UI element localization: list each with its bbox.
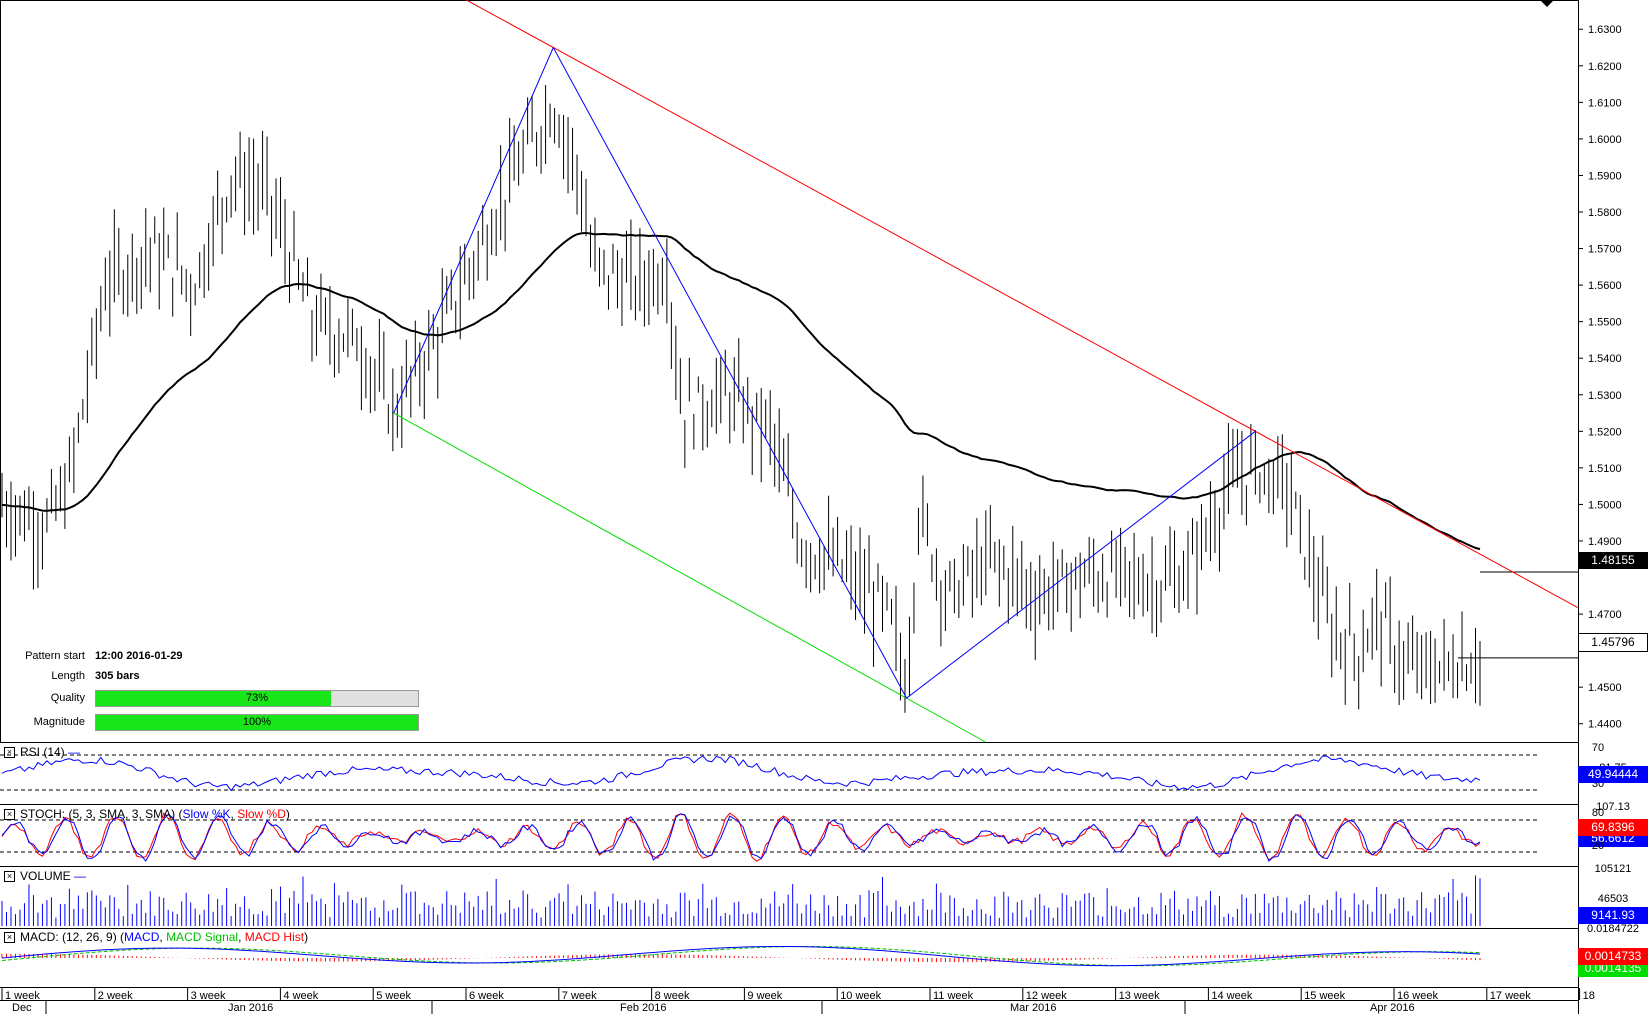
macd-histogram [1, 953, 1481, 963]
rsi-close-icon[interactable]: × [4, 747, 15, 758]
price-tick-label: 1.5400 [1588, 353, 1622, 365]
week-label: 6 week [469, 990, 504, 1002]
magnitude-bar-fill [96, 715, 418, 730]
panel-frames [0, 0, 1579, 1014]
month-label: Apr 2016 [1370, 1002, 1415, 1014]
price-tick-label: 1.4900 [1588, 536, 1622, 548]
pattern-zigzag-line [393, 46, 1256, 699]
moving-average-line [1, 231, 1481, 551]
price-tick-label: 1.6300 [1588, 24, 1622, 36]
week-label: 2 week [98, 990, 133, 1002]
rsi-value-tag: 49.94444 [1578, 766, 1648, 783]
price-tick-label: 1.6100 [1588, 97, 1622, 109]
quality-value: 73% [245, 692, 269, 704]
week-label: 14 week [1211, 990, 1252, 1002]
month-label: Dec [12, 1002, 32, 1014]
price-tick-label: 1.5900 [1588, 170, 1622, 182]
macd-value-tag: 0.0014733 [1578, 948, 1648, 965]
price-tick-label: 1.5800 [1588, 207, 1622, 219]
week-label: 13 week [1119, 990, 1160, 1002]
quality-bar-fill [96, 691, 332, 706]
quality-label: Quality [50, 692, 85, 704]
price-panel [1, 0, 1579, 743]
macd-top: 0.0184722 [1587, 923, 1639, 935]
rsi-panel [0, 754, 1540, 792]
volume-tick-2: 46503 [1597, 893, 1629, 905]
stoch-level-80: 80 [1591, 807, 1605, 819]
rsi-label: RSI (14) — [20, 745, 81, 759]
stoch-close-icon[interactable]: × [4, 809, 15, 820]
week-label: 12 week [1026, 990, 1067, 1002]
week-label: 15 week [1304, 990, 1345, 1002]
week-label: 17 week [1490, 990, 1531, 1002]
week-label: 16 week [1397, 990, 1438, 1002]
price-tick-label: 1.4700 [1588, 609, 1622, 621]
volume-panel [1, 875, 1481, 926]
volume-value-tag: 9141.93 [1578, 907, 1648, 924]
week-label: 7 week [562, 990, 597, 1002]
pattern-info: Pattern start 12:00 2016-01-29 Length 30… [0, 650, 430, 740]
stoch-top: 107.13 [1596, 801, 1630, 813]
stoch-slow-k-line [1, 813, 1481, 862]
current-price-tag: 1.45796 [1578, 633, 1648, 652]
price-tick-label: 1.5000 [1588, 499, 1622, 511]
length-value: 305 bars [95, 670, 140, 682]
rsi-level-70: 70 [1591, 742, 1605, 754]
price-tick-label: 1.5700 [1588, 244, 1622, 256]
stoch-label: STOCH: (5, 3, SMA, 3, SMA) (Slow %K, Slo… [20, 807, 290, 821]
stoch-level-20: 20 [1591, 840, 1605, 852]
ma-price-tag: 1.48155 [1578, 552, 1648, 569]
length-label: Length [51, 670, 85, 682]
price-tick-label: 1.5500 [1588, 317, 1622, 329]
volume-label: VOLUME — [20, 869, 87, 883]
macd-signal-line [1, 945, 1481, 967]
macd-label: MACD: (12, 26, 9) (MACD, MACD Signal, MA… [20, 930, 309, 944]
volume-tick-1: 105121 [1594, 863, 1632, 875]
price-tick-label: 1.6000 [1588, 134, 1622, 146]
week-label: 1 week [5, 990, 40, 1002]
ohlc-bars [1, 84, 1481, 713]
week-label: 3 week [191, 990, 226, 1002]
price-tick-label: 1.4400 [1588, 719, 1622, 731]
rsi-line [1, 755, 1481, 792]
axes: 1.6300 1.6200 1.6100 1.6000 1.5900 1.5800 1.57… [0, 24, 1622, 1014]
price-tick-label: 1.5600 [1588, 280, 1622, 292]
scroll-marker-icon[interactable] [1540, 0, 1554, 7]
support-trendline [393, 412, 986, 743]
week-label: 5 week [376, 990, 411, 1002]
macd-panel [1, 945, 1481, 967]
month-label: Jan 2016 [228, 1002, 273, 1014]
week-label: 4 week [283, 990, 318, 1002]
macd-close-icon[interactable]: × [4, 932, 15, 943]
volume-bars [1, 875, 1481, 926]
week-label: 11 week [933, 990, 974, 1002]
week-label: 10 week [840, 990, 881, 1002]
price-tick-label: 1.5100 [1588, 463, 1622, 475]
pattern-start-label: Pattern start [25, 650, 85, 662]
stoch-value-tag: 69.8396 [1578, 819, 1648, 836]
week-label: 8 week [655, 990, 690, 1002]
stoch-panel [0, 811, 1540, 862]
resistance-trendline [465, 0, 1579, 609]
quality-bar: 73% [95, 690, 419, 707]
pattern-start-value: 12:00 2016-01-29 [95, 650, 183, 662]
month-label: Feb 2016 [620, 1002, 666, 1014]
price-tick-label: 1.4500 [1588, 682, 1622, 694]
macd-line [1, 945, 1481, 967]
price-tick-label: 1.5300 [1588, 390, 1622, 402]
week-label: 9 week [747, 990, 782, 1002]
magnitude-bar: 100% [95, 714, 419, 731]
volume-close-icon[interactable]: × [4, 871, 15, 882]
week-label: 18 [1583, 990, 1595, 1002]
magnitude-value: 100% [242, 716, 272, 728]
price-tick-label: 1.6200 [1588, 61, 1622, 73]
month-label: Mar 2016 [1010, 1002, 1056, 1014]
price-tick-label: 1.5200 [1588, 426, 1622, 438]
magnitude-label: Magnitude [33, 716, 85, 728]
